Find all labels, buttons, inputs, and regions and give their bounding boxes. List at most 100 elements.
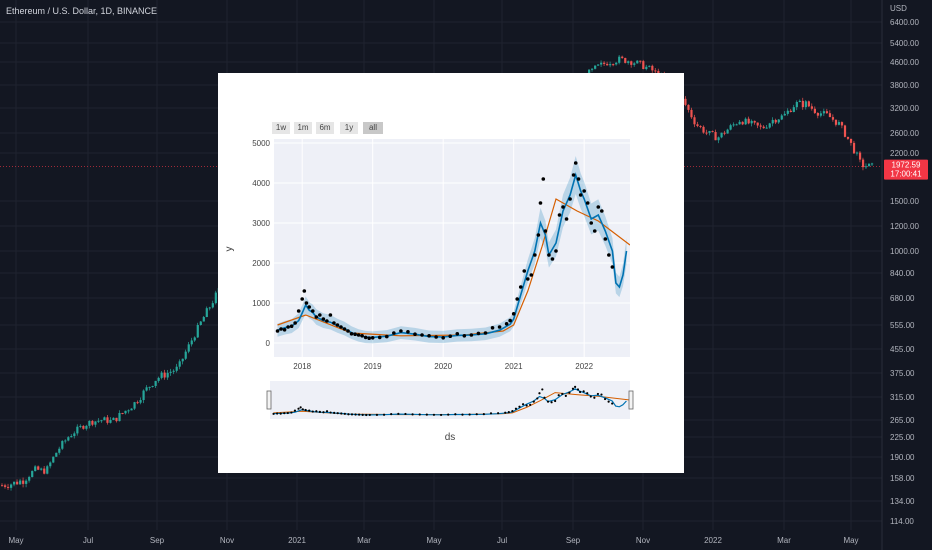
actual-point	[349, 332, 354, 336]
candle-body	[798, 100, 801, 102]
actual-point	[543, 229, 548, 233]
range-slider-right-handle[interactable]	[628, 390, 634, 410]
range-button-all[interactable]: all	[363, 122, 383, 134]
candle-body	[597, 64, 600, 66]
actual-point	[600, 209, 604, 213]
actual-point	[367, 336, 371, 341]
candle-body	[777, 119, 780, 123]
candle-body	[792, 107, 795, 112]
candle-body	[753, 120, 756, 123]
actual-point	[370, 336, 375, 340]
candle-body	[67, 437, 70, 441]
range-slider-point	[343, 412, 346, 415]
range-slider-point	[318, 410, 322, 413]
actual-point	[413, 332, 417, 337]
candle-body	[705, 132, 708, 134]
actual-point	[515, 297, 520, 301]
candle-body	[621, 56, 624, 58]
candle-body	[91, 420, 94, 425]
candle-body	[642, 61, 645, 70]
candle-body	[801, 100, 804, 108]
candle-body	[732, 124, 735, 126]
time-axis-label: 2021	[288, 536, 306, 545]
candle-body	[831, 117, 835, 120]
actual-point	[321, 317, 326, 321]
candle-body	[804, 101, 807, 108]
last-price-badge	[884, 159, 928, 180]
candle-body	[871, 163, 874, 165]
candle-body	[858, 152, 862, 160]
actual-point	[406, 330, 410, 334]
candle-body	[717, 137, 720, 141]
candle-body	[58, 448, 61, 453]
candle-body	[762, 126, 765, 129]
actual-points	[275, 161, 615, 341]
y-tick-label: 3000	[252, 219, 270, 228]
range-slider-left-handle[interactable]	[266, 390, 272, 410]
range-slider-point	[418, 413, 421, 416]
range-slider-point	[358, 413, 361, 416]
price-axis-label: 840.00	[890, 269, 915, 278]
candle-body	[741, 121, 744, 125]
x-tick-label: 2020	[434, 362, 452, 371]
candle-body	[594, 65, 597, 69]
range-slider-point	[576, 388, 580, 391]
candle-body	[52, 456, 55, 463]
range-slider-point	[529, 403, 532, 406]
candle-body	[684, 98, 687, 105]
actual-point	[538, 201, 543, 205]
actual-point	[427, 334, 431, 338]
x-tick-label: 2019	[364, 362, 382, 371]
candle-body	[208, 307, 211, 309]
candle-body	[76, 426, 79, 434]
price-axis-label: 1500.00	[890, 197, 919, 206]
range-button-1m[interactable]: 1m	[294, 122, 312, 134]
candle-body	[636, 60, 639, 64]
candle-body	[690, 109, 693, 118]
range-button-6m[interactable]: 6m	[316, 122, 334, 134]
candle-body	[43, 468, 46, 474]
range-slider-point	[286, 411, 289, 415]
actual-point	[392, 331, 396, 335]
actual-point	[346, 329, 350, 333]
actual-point	[441, 336, 445, 340]
candle-body	[151, 385, 154, 387]
candle-body	[606, 63, 609, 66]
actual-point	[557, 213, 562, 217]
range-button-1w[interactable]: 1w	[272, 122, 290, 134]
candle-body	[810, 106, 813, 109]
candle-body	[720, 132, 723, 138]
plot-area[interactable]	[274, 139, 630, 357]
candle-body	[747, 118, 750, 124]
price-axis-label: 158.00	[890, 474, 915, 483]
actual-point	[286, 325, 290, 329]
candle-body	[118, 412, 121, 422]
range-button-1y[interactable]: 1y	[340, 122, 358, 134]
range-slider-point	[518, 405, 521, 408]
price-axis-label: 3800.00	[890, 81, 919, 90]
candle-body	[651, 65, 654, 71]
candle-body	[744, 118, 747, 125]
range-slider-point	[404, 412, 407, 416]
candle-body	[211, 303, 214, 308]
candle-body	[199, 321, 202, 325]
range-slider-point	[304, 408, 307, 412]
actual-point	[561, 205, 565, 209]
actual-point	[455, 332, 460, 336]
price-axis-label: 4600.00	[890, 58, 919, 67]
candle-body	[600, 62, 603, 65]
candle-body	[687, 104, 690, 110]
range-slider-point	[329, 411, 332, 414]
price-axis-label: 455.00	[890, 345, 915, 354]
candle-body	[172, 370, 175, 372]
range-slider-point	[461, 413, 464, 416]
candle-body	[612, 64, 615, 66]
candle-body	[729, 125, 732, 130]
range-slider-point	[521, 403, 525, 406]
range-slider-point	[322, 411, 325, 414]
candle-body	[82, 425, 85, 429]
candle-body	[699, 126, 702, 128]
candle-body	[609, 64, 612, 66]
candle-body	[783, 113, 786, 116]
candle-body	[726, 129, 729, 134]
